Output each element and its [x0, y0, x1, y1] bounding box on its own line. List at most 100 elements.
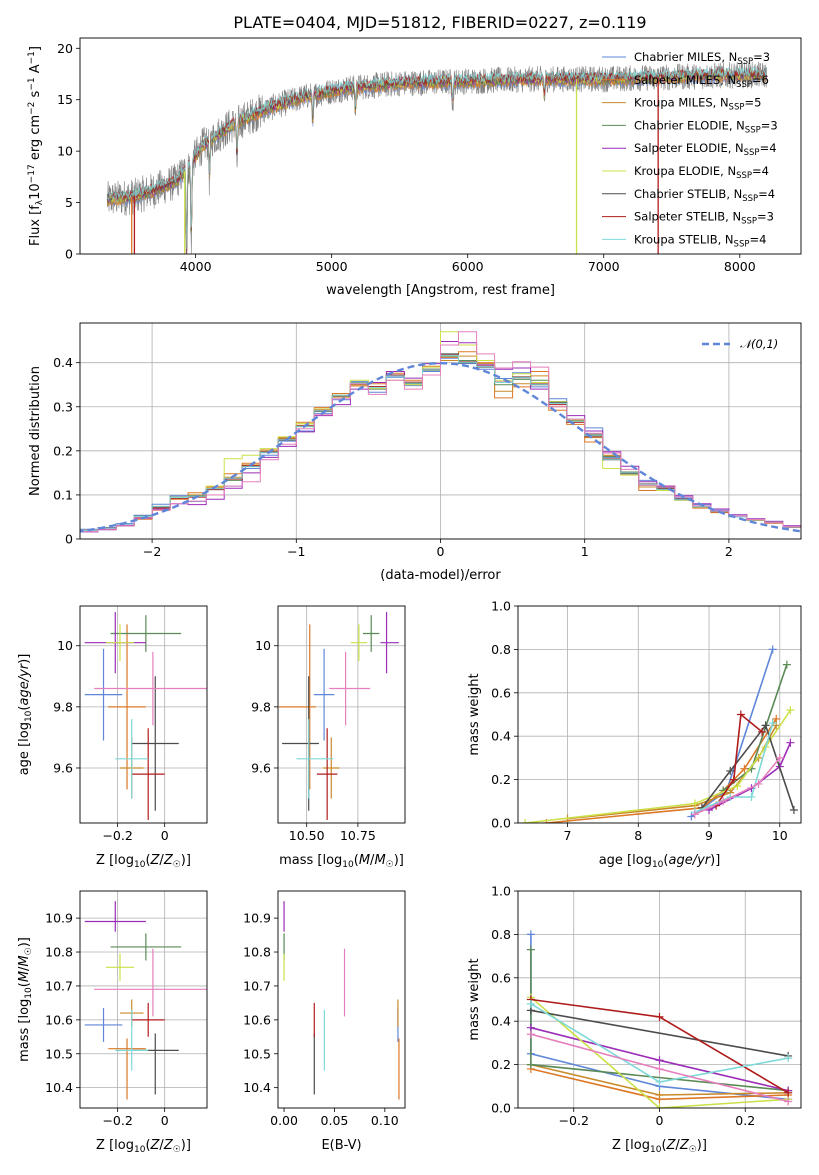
marker [736, 710, 745, 719]
marker [758, 727, 767, 736]
y-tick-label: 0.2 [491, 772, 511, 787]
x-tick-label: 0 [656, 1113, 664, 1128]
x-tick-label: 8000 [724, 259, 756, 274]
marker [690, 810, 699, 819]
marker [526, 930, 535, 939]
y-tick-label: 10.7 [45, 978, 73, 993]
x-tick-label: 1 [581, 544, 589, 559]
age-vs-mass-plot-area [278, 606, 405, 823]
legend-label: Chabrier ELODIE, NSSP=3 [634, 118, 778, 135]
y-tick-label: 20 [57, 41, 73, 56]
y-tick-label: 10 [57, 638, 73, 653]
marker [733, 782, 742, 791]
y-tick-label: 15 [57, 92, 73, 107]
y-tick-label: 0.4 [491, 729, 511, 744]
y-tick-label: 0.2 [53, 443, 73, 458]
marker [754, 779, 763, 788]
massweight-vs-Z-plot-area [518, 891, 801, 1108]
age-vs-mass-panel: 10.50 10.75 9.6 9.8 10 [251, 605, 406, 843]
y-axis-label: Flux [fλ10−17 erg cm−2 s−1 A−1] [27, 46, 45, 246]
y-tick-label: 0.1 [53, 487, 73, 502]
marker [655, 1056, 664, 1065]
y-tick-label: 10.8 [243, 945, 271, 960]
x-axis-label: Z [log10(Z/Z☉)] [96, 1138, 191, 1155]
x-axis-label: Z [log10(Z/Z☉)] [612, 1138, 707, 1155]
y-tick-label: 10 [57, 144, 73, 159]
marker [784, 1097, 793, 1106]
massweight-line-10 [694, 757, 781, 816]
marker [786, 706, 795, 715]
massweight-line-6 [530, 996, 789, 1108]
legend-label: Chabrier MILES, NSSP=3 [634, 50, 770, 67]
x-tick-label: −0.2 [102, 1113, 132, 1128]
x-axis-label: (data-model)/error [380, 568, 501, 583]
y-tick-label: 10.9 [45, 911, 73, 926]
y-tick-label: 9.6 [251, 760, 271, 775]
y-tick-label: 10.6 [45, 1012, 73, 1027]
y-tick-label: 1.0 [491, 599, 511, 614]
y-tick-label: 0.4 [491, 1014, 511, 1029]
marker [782, 660, 791, 669]
x-tick-label: 7000 [588, 259, 620, 274]
y-tick-label: 0.0 [491, 1101, 511, 1116]
y-tick-label: 0.6 [491, 685, 511, 700]
marker [655, 1064, 664, 1073]
x-tick-label: 10 [772, 828, 788, 843]
y-tick-label: 0.8 [491, 927, 511, 942]
marker [726, 766, 735, 775]
legend-label: Chabrier STELIB, NSSP=4 [634, 187, 775, 204]
y-tick-label: 10.5 [45, 1046, 73, 1061]
x-tick-label: 0 [161, 1113, 169, 1128]
y-tick-label: 9.8 [53, 699, 73, 714]
marker [784, 1088, 793, 1097]
y-axis-label: Normed distribution [28, 366, 43, 496]
age-vs-Z-panel: −0.2 0 9.6 9.8 10 [53, 605, 208, 843]
y-tick-label: 10.4 [243, 1080, 271, 1095]
marker [789, 805, 798, 814]
legend-label: Kroupa ELODIE, NSSP=4 [634, 164, 769, 181]
legend-label: 𝒩(0,1) [740, 337, 778, 351]
massweight-line-5 [708, 742, 792, 811]
x-tick-label: 0.00 [270, 1113, 298, 1128]
axes-frame [517, 890, 802, 1109]
spectrum-plot-area [106, 61, 768, 254]
x-tick-label: 0.2 [735, 1113, 755, 1128]
y-tick-label: 10.4 [45, 1080, 73, 1095]
y-tick-label: 0.0 [491, 816, 511, 831]
marker [526, 945, 535, 954]
massweight-vs-Z-panel: −0.2 0 0.2 0.0 0.2 0.4 0.6 0.8 1.0 [491, 884, 802, 1128]
x-tick-label: 9 [705, 828, 713, 843]
massweight-line-7 [701, 723, 795, 811]
massweight-line-9 [694, 722, 774, 813]
marker [719, 797, 728, 806]
marker [761, 721, 770, 730]
x-tick-label: 0.10 [371, 1113, 399, 1128]
y-axis-label: mass weight [467, 673, 482, 755]
massweight-line-7 [530, 1009, 789, 1057]
x-tick-label: 5000 [316, 259, 348, 274]
marker [768, 645, 777, 654]
y-tick-label: 9.8 [251, 699, 271, 714]
marker [747, 792, 756, 801]
x-axis-label: E(B-V) [321, 1138, 361, 1153]
y-axis-label: mass [log10(M/M☉)] [17, 937, 34, 1062]
axes-frame [79, 322, 802, 540]
legend-label: Salpeter STELIB, NSSP=3 [634, 210, 774, 227]
x-tick-label: 4000 [180, 259, 212, 274]
axes-frame [277, 605, 406, 824]
marker [655, 1012, 664, 1021]
normal-reference-curve [80, 361, 801, 533]
marker [784, 1054, 793, 1063]
observed-spectrum [106, 61, 768, 254]
marker [729, 775, 738, 784]
y-tick-label: 10.6 [243, 1012, 271, 1027]
mass-vs-EBV-panel: 0.00 0.05 0.10 10.4 10.5 10.6 10.7 10.8 10.9 [243, 890, 406, 1128]
marker [526, 1030, 535, 1039]
x-tick-label: 2 [725, 544, 733, 559]
axes-frame [277, 890, 406, 1109]
y-tick-label: 10.8 [45, 945, 73, 960]
axes-frame [517, 605, 802, 824]
x-tick-label: 7 [564, 828, 572, 843]
